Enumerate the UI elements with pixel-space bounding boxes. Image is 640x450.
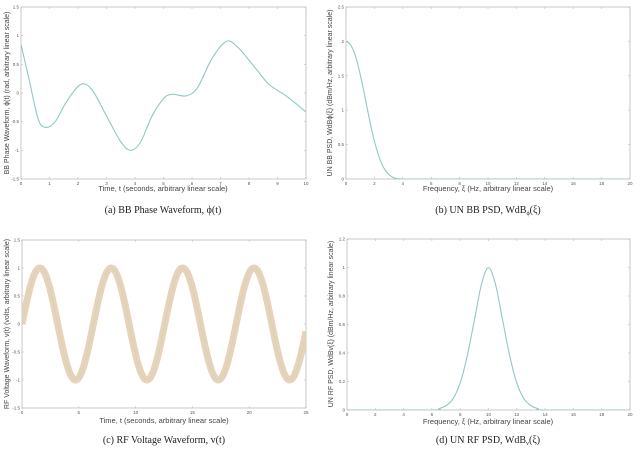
panel-a-caption: (a) BB Phase Waveform, ϕ(t) — [105, 205, 222, 216]
y-tick-label: 0.6 — [339, 322, 346, 327]
x-tick-label: 15 — [190, 410, 196, 415]
x-tick-label: 5 — [162, 181, 165, 186]
y-tick-label: 1.5 — [338, 73, 345, 78]
x-tick-label: 18 — [599, 181, 605, 186]
x-tick-label: 18 — [599, 412, 605, 417]
axes-box — [345, 6, 631, 180]
x-tick-label: 6 — [431, 412, 434, 417]
y-tick-label: 0.5 — [338, 142, 345, 147]
x-tick-label: 5 — [78, 410, 81, 415]
y-tick-label: -0.5 — [11, 119, 19, 124]
axes-box — [20, 6, 307, 180]
y-tick-label: -1.5 — [12, 406, 20, 411]
y-tick-label: 0.4 — [339, 351, 346, 356]
x-tick-label: 16 — [571, 412, 577, 417]
x-tick-label: 12 — [514, 412, 520, 417]
x-tick-label: 20 — [627, 181, 633, 186]
x-tick-label: 10 — [486, 412, 492, 417]
x-tick-label: 20 — [247, 410, 253, 415]
y-tick-label: 2.5 — [338, 5, 345, 10]
x-tick-label: 8 — [459, 412, 462, 417]
x-tick-label: 0 — [345, 181, 348, 186]
y-tick-label: 0.5 — [14, 294, 21, 299]
y-tick-label: 1.5 — [13, 5, 20, 10]
x-tick-label: 4 — [402, 412, 405, 417]
x-tick-label: 12 — [514, 181, 520, 186]
y-tick-label: 0.5 — [13, 62, 20, 67]
x-tick-label: 2 — [373, 181, 376, 186]
x-tick-label: 14 — [542, 181, 548, 186]
x-tick-label: 2 — [77, 181, 80, 186]
y-tick-label: -1.5 — [11, 177, 19, 182]
x-tick-label: 10 — [303, 181, 309, 186]
panel-d-ylabel: UN RF PSD, WdBv(ξ) (dBm/Hz, arbitrary li… — [328, 241, 335, 408]
y-tick-label: 1.5 — [14, 238, 21, 243]
panel-b-un-bb-psd: 0 2 4 6 8 10 12 14 16 18 20 0 0.5 1 1.5 2 2.5 — [338, 5, 633, 187]
x-tick-label: 7 — [219, 181, 222, 186]
x-tick-label: 20 — [627, 412, 633, 417]
x-tick-label: 1 — [48, 181, 51, 186]
y-tick-label: 1.2 — [339, 237, 346, 242]
panel-c-xlabel: Time, t (seconds, arbitrary linear scale… — [99, 416, 229, 425]
x-tick-label: 4 — [134, 181, 137, 186]
data-curve — [346, 40, 630, 179]
x-tick-label: 9 — [276, 181, 279, 186]
panel-b-caption: (b) UN BB PSD, WdBϕ(ξ) — [435, 205, 541, 217]
panel-a-bb-phase-waveform: 0 1 2 3 4 5 6 7 8 9 10 -1.5 -1 -0.5 0 0.5 1 1.5 — [11, 5, 309, 187]
y-tick-label: 1 — [342, 265, 345, 270]
x-tick-label: 6 — [430, 181, 433, 186]
x-tick-label: 8 — [248, 181, 251, 186]
panel-c-caption: (c) RF Voltage Waveform, v(t) — [103, 435, 225, 446]
panel-c-rf-voltage-waveform: 0 5 10 15 20 25 -1.5 -1 -0.5 0 0.5 1 1.5 — [12, 238, 309, 416]
y-tick-label: 2 — [341, 39, 344, 44]
y-tick-label: 0 — [342, 408, 345, 413]
panel-a-xlabel: Time, t (seconds, arbitrary linear scale… — [98, 184, 228, 193]
y-tick-label: 0.2 — [339, 379, 346, 384]
y-tick-label: -1 — [16, 378, 20, 383]
x-tick-label: 0 — [346, 412, 349, 417]
x-tick-label: 0 — [20, 181, 23, 186]
panel-d-xlabel: Frequency, ξ (Hz, arbitrary linear scale… — [423, 417, 554, 426]
panel-c-ylabel: RF Voltage Waveform, v(t) (volts, arbitr… — [4, 239, 11, 409]
data-curve — [347, 266, 630, 410]
x-tick-label: 25 — [303, 410, 309, 415]
x-tick-label: 0 — [21, 410, 24, 415]
y-tick-label: 1 — [341, 108, 344, 113]
x-tick-label: 16 — [571, 181, 577, 186]
y-tick-label: 0.8 — [339, 294, 346, 299]
x-tick-label: 14 — [543, 412, 549, 417]
y-tick-label: 1 — [16, 33, 19, 38]
x-tick-label: 3 — [105, 181, 108, 186]
panel-b-xlabel: Frequency, ξ (Hz, arbitrary linear scale… — [423, 184, 554, 193]
y-tick-label: 0 — [17, 322, 20, 327]
panel-d-caption: (d) UN RF PSD, WdBv(ξ) — [436, 435, 540, 447]
x-tick-label: 4 — [402, 181, 405, 186]
panel-b-ylabel: UN BB PSD, WdBϕ(ξ) (dBm/Hz, arbitrary li… — [327, 10, 334, 177]
y-tick-label: -1 — [15, 148, 19, 153]
x-tick-label: 2 — [374, 412, 377, 417]
panel-a-ylabel: BB Phase Waveform, ϕ(t) (rad, arbitrary … — [4, 12, 11, 175]
x-tick-label: 6 — [191, 181, 194, 186]
x-tick-label: 8 — [458, 181, 461, 186]
panel-d-un-rf-psd: 0 2 4 6 8 10 12 14 16 18 20 0 0.2 0.4 0.6 0.8 1 1.2 — [339, 237, 633, 418]
y-tick-label: 0 — [16, 91, 19, 96]
y-tick-label: 1 — [17, 266, 20, 271]
data-curve — [21, 40, 306, 151]
axes-box — [346, 238, 631, 411]
x-tick-label: 10 — [485, 181, 491, 186]
x-tick-label: 10 — [133, 410, 139, 415]
rf-waveform-line — [22, 267, 306, 381]
y-tick-label: -0.5 — [12, 350, 20, 355]
y-tick-label: 0 — [341, 177, 344, 182]
